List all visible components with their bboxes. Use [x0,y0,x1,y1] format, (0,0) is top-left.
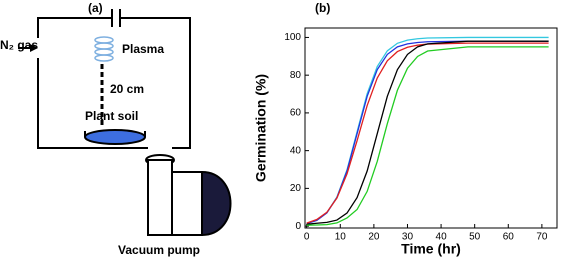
gas-arrowhead [30,44,38,52]
y-tick-label: 20 [290,183,302,194]
wire [37,58,148,149]
x-tick-label: 20 [368,232,380,243]
y-tick-label: 40 [290,145,302,156]
x-tick-label: 10 [335,232,347,243]
y-tick-label: 0 [295,221,301,232]
series-line [306,46,549,226]
series-line [306,42,549,224]
diagram [37,9,232,237]
pump-cylinder [147,159,173,236]
plot-frame [304,27,558,229]
x-axis-label: Time (hr) [401,241,461,257]
soil-label: Plant soil [85,109,138,123]
x-tick-label: 30 [402,232,414,243]
soil-dish [84,129,146,145]
plasma-coil [94,36,114,62]
series-line [306,36,549,225]
x-tick-label: 40 [436,232,448,243]
y-tick-label: 80 [290,70,302,81]
series-line [306,40,549,225]
pump-cap [201,170,232,237]
x-tick-label: 60 [503,232,515,243]
gas-label: N₂ gas [0,38,38,52]
y-tick-label: 60 [290,108,302,119]
x-tick-label: 70 [536,232,548,243]
series-line [306,40,549,225]
x-tick-label: 0 [304,232,310,243]
plasma-label: Plasma [122,42,164,56]
y-tick-label: 100 [284,32,301,43]
panel-label: (a) [88,1,103,15]
pump-body [171,171,203,236]
x-tick-label: 50 [469,232,481,243]
wire [37,17,112,38]
distance-label: 20 cm [110,82,144,96]
wire [120,17,191,149]
y-axis-label: Germination (%) [253,74,269,182]
panel-label: (b) [315,1,330,15]
pump-label: Vacuum pump [118,243,200,257]
